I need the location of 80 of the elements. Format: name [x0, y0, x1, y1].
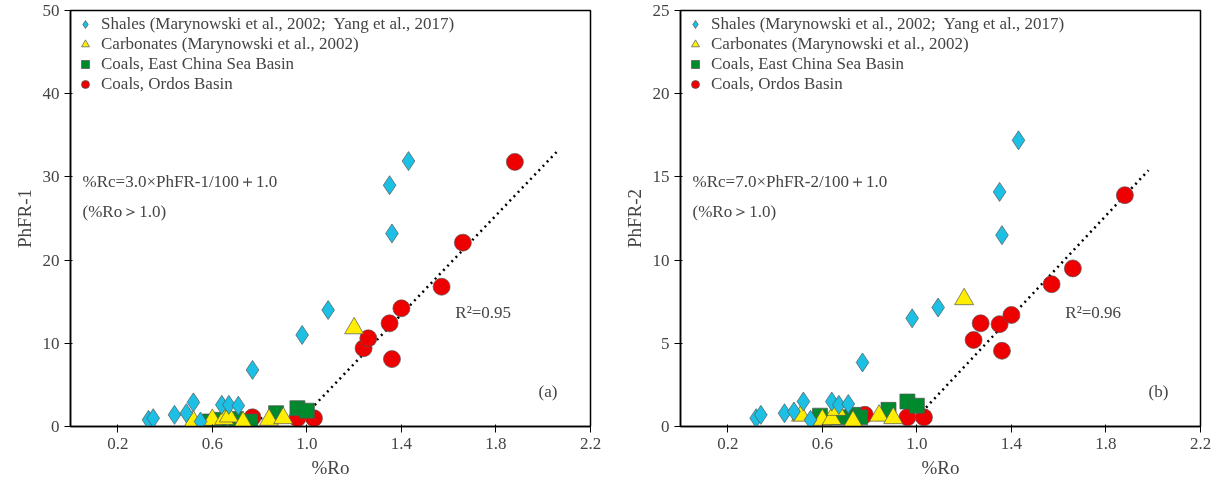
- x-tick-label: 1.4: [390, 433, 413, 453]
- x-tick-label: 1.8: [485, 433, 507, 453]
- legend-label: Shales (Marynowski et al., 2002; Yang et al., 2017): [711, 14, 1065, 34]
- x-axis-title: %Ro: [921, 456, 960, 478]
- x-tick-label: 1.8: [1095, 433, 1117, 453]
- annotation: (a): [538, 382, 558, 402]
- x-tick-label: 1.0: [906, 433, 928, 453]
- point: [992, 182, 1007, 202]
- annotation: %Rc=7.0×PhFR-2/100＋1.0: [692, 172, 888, 192]
- point: [146, 408, 160, 427]
- x-tick-label: 1.0: [296, 433, 318, 453]
- legend-label: Coals, East China Sea Basin: [101, 54, 295, 74]
- point: [380, 314, 399, 333]
- legend-label: Coals, Ordos Basin: [101, 74, 233, 94]
- point: [754, 405, 768, 425]
- point: [401, 151, 416, 171]
- annotation: (b): [1148, 382, 1169, 402]
- y-tick-label: 5: [661, 333, 670, 353]
- point: [295, 325, 309, 345]
- point: [1064, 259, 1082, 278]
- y-tick-label: 25: [652, 1, 670, 20]
- annotation: %Rc=3.0×PhFR-1/100＋1.0: [82, 172, 278, 192]
- legend-label: Shales (Marynowski et al., 2002; Yang et al., 2017): [101, 14, 455, 34]
- x-axis-title: %Ro: [311, 456, 350, 478]
- annotation: R²=0.95: [455, 302, 512, 322]
- point: [454, 233, 472, 252]
- point: [321, 300, 335, 320]
- y-tick-label: 0: [661, 417, 670, 436]
- y-tick-label: 30: [42, 167, 60, 187]
- y-tick-label: 20: [42, 250, 60, 270]
- point: [167, 405, 182, 425]
- point: [990, 315, 1009, 333]
- y-tick-label: 20: [652, 84, 670, 104]
- point: [299, 402, 315, 419]
- y-axis-title: PhFR-1: [13, 188, 35, 249]
- legend-label: Coals, East China Sea Basin: [711, 54, 905, 74]
- point: [777, 403, 792, 424]
- y-tick-label: 10: [652, 250, 670, 270]
- y-tick-label: 0: [51, 417, 60, 436]
- point: [909, 397, 925, 414]
- x-tick-label: 1.4: [1000, 433, 1023, 453]
- point: [964, 331, 983, 349]
- y-axis-title: PhFR-2: [623, 188, 645, 249]
- point: [803, 409, 818, 427]
- annotation: (%Ro＞1.0): [82, 201, 167, 221]
- point: [841, 394, 855, 414]
- x-tick-label: 2.2: [1189, 433, 1212, 453]
- x-tick-label: 0.2: [717, 433, 739, 453]
- point: [796, 391, 811, 412]
- point: [832, 395, 846, 415]
- point: [383, 350, 401, 368]
- y-tick-label: 50: [42, 1, 60, 20]
- point: [1011, 130, 1026, 151]
- point: [855, 352, 870, 373]
- x-tick-label: 2.2: [579, 433, 602, 453]
- point: [1002, 306, 1021, 324]
- point: [222, 395, 236, 415]
- annotation: (%Ro＞1.0): [692, 201, 777, 221]
- legend-label: Carbonates (Marynowski et al., 2002): [711, 34, 969, 54]
- point: [1116, 186, 1134, 205]
- point: [245, 360, 260, 380]
- point: [995, 225, 1009, 245]
- point: [392, 299, 411, 318]
- point: [1042, 275, 1061, 294]
- annotation: R²=0.96: [1065, 302, 1122, 322]
- legend-label: Carbonates (Marynowski et al., 2002): [101, 34, 359, 54]
- point: [359, 329, 378, 348]
- point: [382, 175, 397, 196]
- y-tick-label: 10: [42, 333, 60, 353]
- x-tick-label: 0.2: [107, 433, 129, 453]
- point: [993, 341, 1011, 360]
- x-tick-label: 0.6: [201, 433, 223, 453]
- y-tick-label: 40: [42, 84, 60, 104]
- point: [432, 277, 451, 296]
- point: [971, 314, 990, 333]
- legend-label: Coals, Ordos Basin: [711, 74, 843, 94]
- x-tick-label: 0.6: [811, 433, 833, 453]
- y-tick-label: 15: [652, 167, 670, 187]
- point: [186, 392, 201, 413]
- point: [506, 153, 524, 171]
